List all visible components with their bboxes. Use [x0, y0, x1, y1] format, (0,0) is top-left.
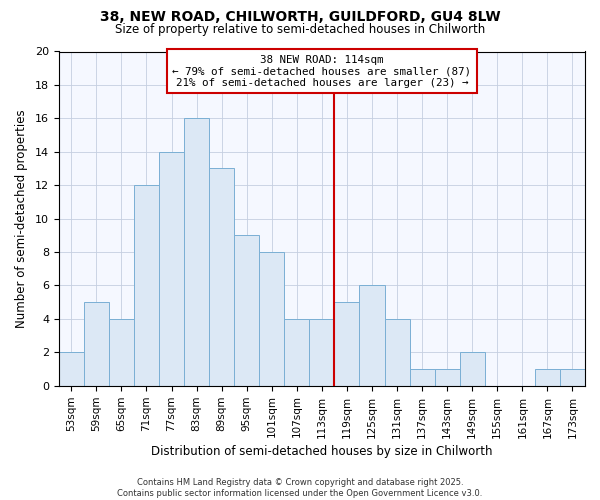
Bar — [310, 319, 334, 386]
Y-axis label: Number of semi-detached properties: Number of semi-detached properties — [15, 110, 28, 328]
Bar — [535, 369, 560, 386]
Bar — [284, 319, 310, 386]
Bar — [109, 319, 134, 386]
Bar — [359, 286, 385, 386]
Text: 38, NEW ROAD, CHILWORTH, GUILDFORD, GU4 8LW: 38, NEW ROAD, CHILWORTH, GUILDFORD, GU4 … — [100, 10, 500, 24]
Bar — [84, 302, 109, 386]
Bar — [410, 369, 434, 386]
Bar — [159, 152, 184, 386]
Text: Size of property relative to semi-detached houses in Chilworth: Size of property relative to semi-detach… — [115, 22, 485, 36]
Bar — [460, 352, 485, 386]
Bar — [234, 236, 259, 386]
Bar — [560, 369, 585, 386]
Bar — [434, 369, 460, 386]
Text: Contains HM Land Registry data © Crown copyright and database right 2025.
Contai: Contains HM Land Registry data © Crown c… — [118, 478, 482, 498]
Bar — [334, 302, 359, 386]
Text: 38 NEW ROAD: 114sqm
← 79% of semi-detached houses are smaller (87)
21% of semi-d: 38 NEW ROAD: 114sqm ← 79% of semi-detach… — [172, 55, 472, 88]
Bar — [259, 252, 284, 386]
Bar — [59, 352, 84, 386]
Bar — [385, 319, 410, 386]
Bar — [209, 168, 234, 386]
Bar — [134, 185, 159, 386]
Bar — [184, 118, 209, 386]
X-axis label: Distribution of semi-detached houses by size in Chilworth: Distribution of semi-detached houses by … — [151, 444, 493, 458]
